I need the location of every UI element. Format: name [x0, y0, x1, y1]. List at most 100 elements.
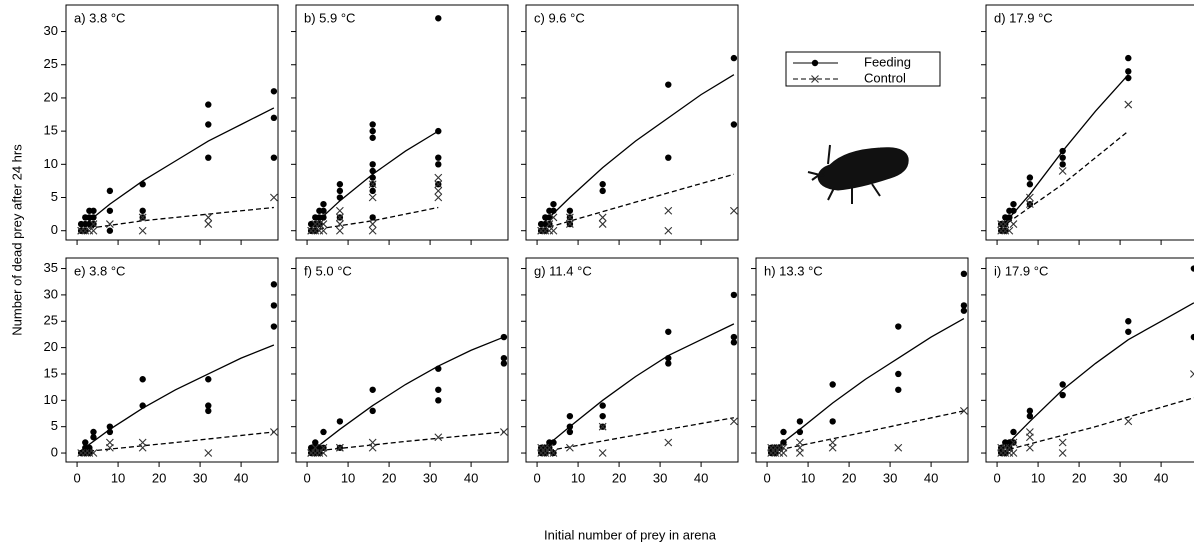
point	[566, 412, 574, 420]
point	[1025, 200, 1034, 209]
point	[664, 438, 673, 447]
fit-line	[81, 206, 274, 231]
point	[369, 134, 376, 141]
point	[1058, 449, 1067, 457]
point	[435, 154, 442, 161]
x-tick-label: 40	[464, 470, 478, 485]
point	[1006, 214, 1013, 221]
point	[1125, 318, 1132, 325]
point	[550, 200, 557, 208]
point	[545, 443, 554, 452]
point	[86, 444, 93, 451]
point	[598, 449, 607, 457]
point	[336, 194, 344, 201]
x-tick-label: 30	[883, 470, 897, 485]
point	[1026, 407, 1034, 415]
legend-box	[785, 51, 941, 87]
point	[565, 213, 574, 222]
x-tick-label: 40	[234, 470, 248, 485]
point	[270, 88, 278, 95]
point	[205, 101, 212, 108]
point	[730, 291, 738, 299]
point	[335, 220, 344, 228]
point	[1025, 428, 1034, 436]
plot-frame	[65, 257, 279, 463]
fit-line	[1001, 397, 1194, 453]
point	[1124, 100, 1133, 109]
point	[1005, 443, 1014, 452]
point	[730, 121, 738, 128]
point	[89, 226, 98, 235]
plot-frame	[525, 257, 739, 463]
point	[1125, 54, 1132, 62]
point	[90, 214, 97, 221]
point	[566, 207, 574, 214]
point	[270, 302, 278, 309]
point	[89, 220, 98, 228]
point	[369, 187, 376, 195]
point	[895, 370, 902, 378]
legend-marker	[811, 59, 819, 67]
point	[139, 181, 146, 188]
point	[90, 428, 97, 436]
x-tick-label: 30	[193, 470, 207, 485]
point	[664, 206, 673, 215]
y-tick-label: 15	[44, 123, 58, 138]
point	[730, 339, 738, 346]
point	[434, 173, 443, 182]
point	[1010, 207, 1017, 214]
x-tick-label: 40	[694, 470, 708, 485]
point	[270, 281, 278, 288]
point	[335, 226, 344, 235]
point	[435, 397, 442, 404]
point	[1001, 220, 1010, 228]
point	[1190, 333, 1194, 341]
x-tick-label: 40	[1154, 470, 1168, 485]
point	[599, 187, 606, 195]
point	[664, 226, 673, 235]
point	[1010, 200, 1017, 208]
point	[598, 422, 607, 431]
plot-frame	[295, 4, 509, 241]
point	[796, 418, 804, 425]
x-tick-label: 10	[1031, 470, 1045, 485]
point	[1009, 438, 1018, 447]
point	[895, 323, 902, 330]
point	[500, 360, 508, 367]
point	[598, 213, 607, 222]
point	[319, 220, 328, 228]
x-tick-label: 20	[382, 470, 396, 485]
point	[106, 423, 114, 430]
panel-title: e) 3.8 °C	[74, 263, 125, 278]
y-tick-label: 20	[44, 339, 58, 354]
point	[105, 220, 114, 228]
plot-frame	[525, 4, 739, 241]
panel-title: i) 17.9 °C	[994, 263, 1048, 278]
y-tick-label: 10	[44, 156, 58, 171]
point	[1059, 381, 1066, 388]
point	[320, 207, 327, 214]
point	[335, 443, 344, 452]
point	[1009, 220, 1018, 228]
point	[549, 449, 558, 457]
x-tick-label: 0	[763, 470, 770, 485]
point	[368, 438, 377, 447]
point	[730, 417, 738, 426]
point	[566, 428, 574, 436]
fit-line	[310, 130, 439, 228]
point	[829, 381, 836, 388]
point	[795, 438, 804, 447]
plot-frame	[985, 4, 1194, 241]
point	[1058, 438, 1067, 447]
point	[730, 206, 738, 215]
panel-title: a) 3.8 °C	[74, 10, 125, 25]
fit-line	[540, 74, 735, 226]
point	[500, 333, 508, 341]
point	[1190, 265, 1194, 272]
x-tick-label: 20	[612, 470, 626, 485]
point	[335, 213, 344, 222]
plot-frame	[755, 257, 969, 463]
point	[90, 434, 97, 441]
point	[335, 206, 344, 215]
point	[139, 376, 146, 383]
